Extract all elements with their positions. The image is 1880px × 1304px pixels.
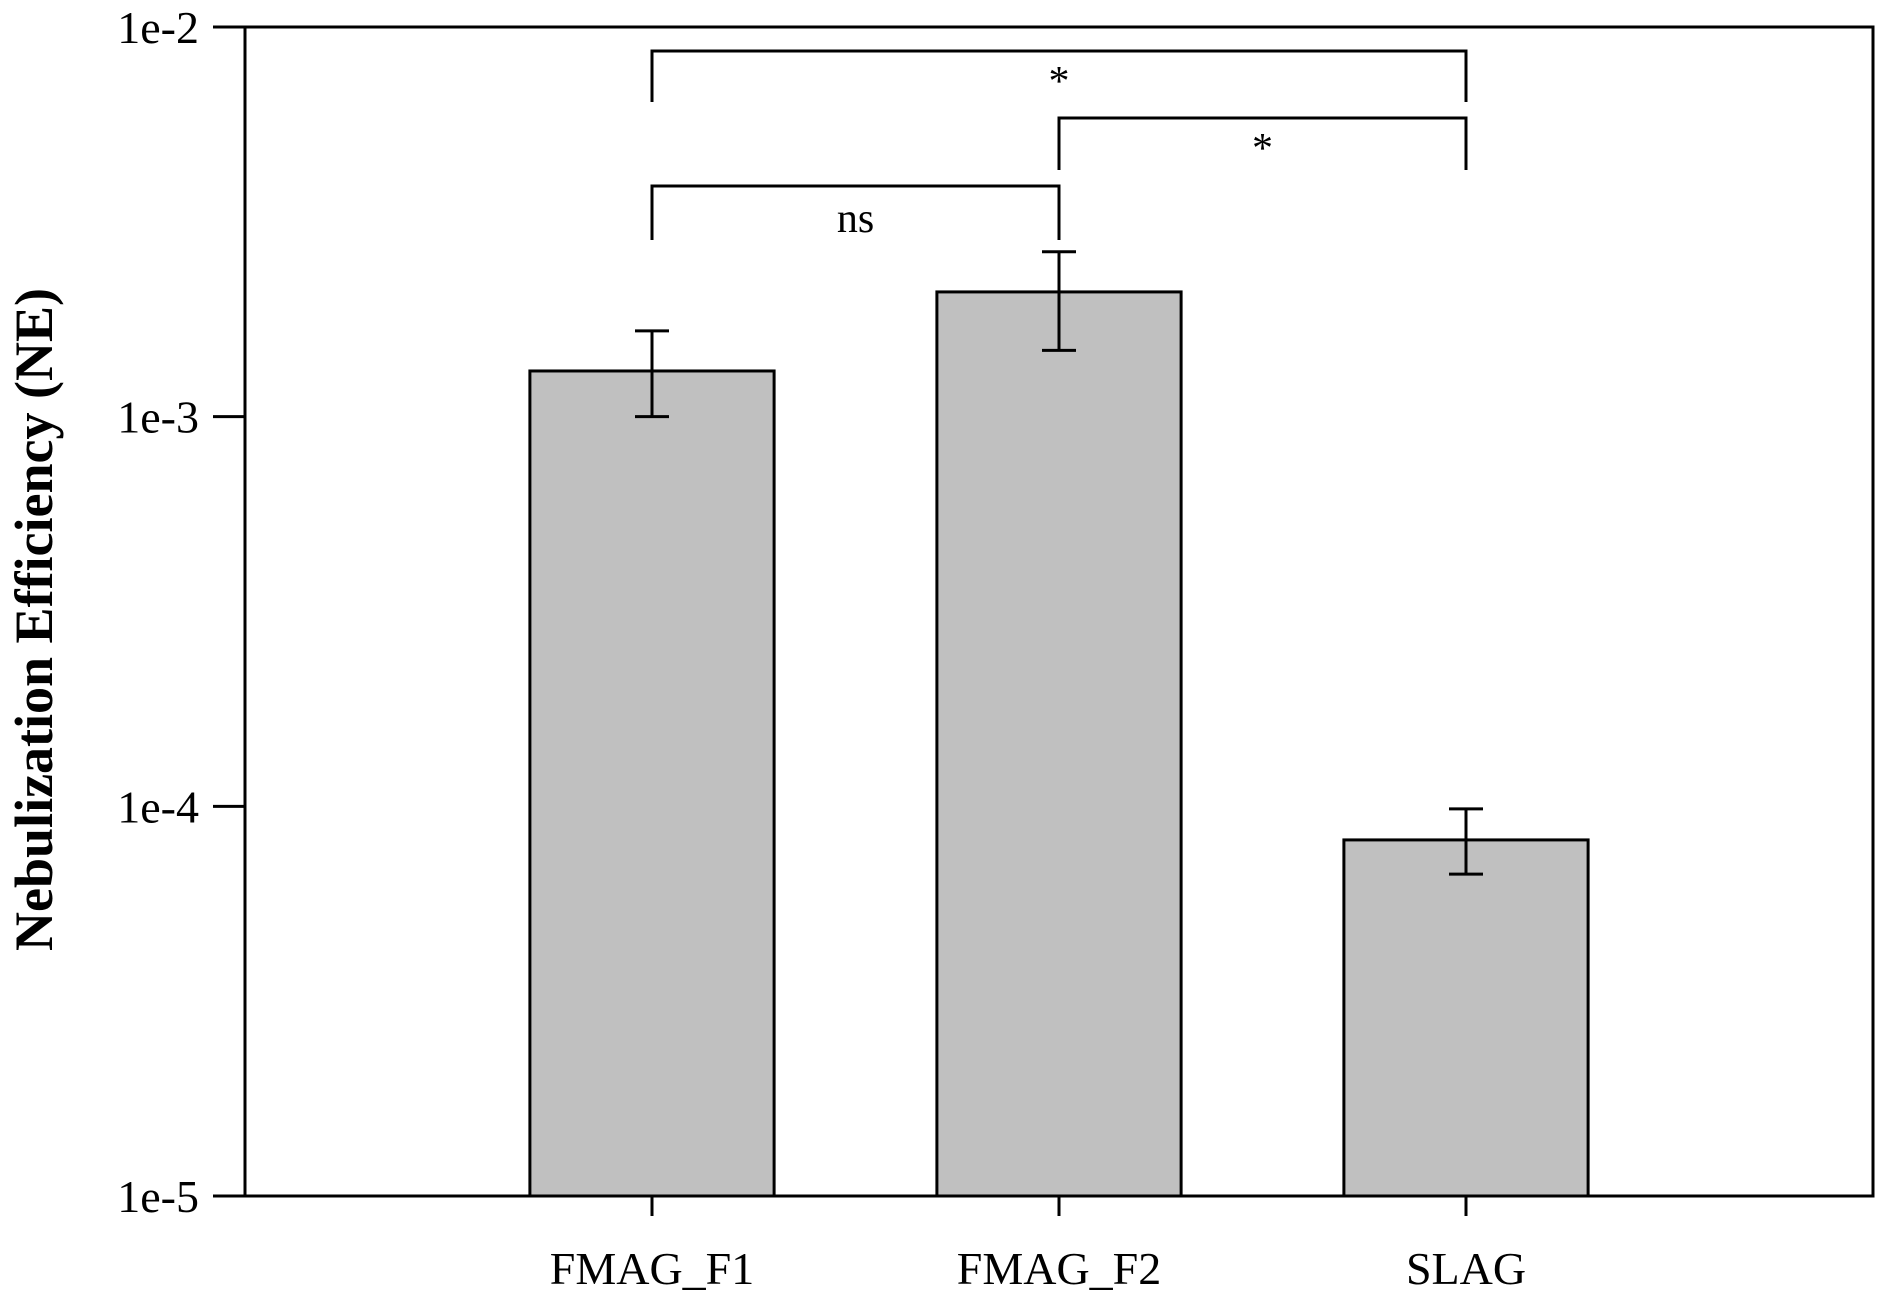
y-tick-label: 1e-3 [117,392,199,443]
x-tick-label: FMAG_F2 [957,1243,1162,1294]
y-tick-label: 1e-5 [117,1171,199,1222]
significance-bracket [650,184,1061,240]
bars-layer [528,290,1590,1198]
bar [1342,838,1590,1198]
error-bars-layer [635,250,1483,876]
x-tick-label: FMAG_F1 [550,1243,755,1294]
significance-label: * [1252,126,1273,172]
significance-layer: * * ns [650,49,1468,242]
x-tick-label: SLAG [1406,1243,1526,1294]
significance-bracket [1057,116,1468,170]
bar [935,290,1183,1198]
significance-label: * [1049,59,1070,105]
y-tick-label: 1e-4 [117,781,199,832]
significance-label: ns [837,196,874,242]
y-axis: 1e-5 1e-4 1e-3 1e-2 [117,2,245,1222]
y-tick-label: 1e-2 [117,2,199,53]
significance-bracket [650,49,1468,102]
y-axis-label: Nebulization Efficiency (NE) [4,288,64,951]
x-axis: FMAG_F1 FMAG_F2 SLAG [550,1196,1526,1294]
bar [528,369,776,1198]
